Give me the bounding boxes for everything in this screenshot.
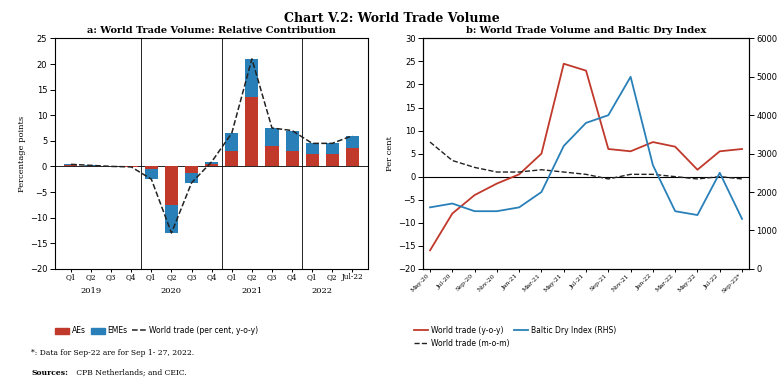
- Bar: [266, 128, 278, 146]
- Bar: [205, 164, 218, 166]
- Title: a: World Trade Volume: Relative Contribution: a: World Trade Volume: Relative Contribu…: [87, 26, 336, 35]
- Bar: [266, 146, 278, 166]
- Bar: [285, 131, 299, 151]
- Bar: [285, 151, 299, 166]
- Text: 2019: 2019: [81, 287, 102, 295]
- Text: CPB Netherlands; and CEIC.: CPB Netherlands; and CEIC.: [74, 369, 187, 377]
- Bar: [64, 164, 78, 166]
- Bar: [306, 143, 319, 154]
- Bar: [125, 166, 138, 167]
- Bar: [145, 166, 158, 169]
- Text: 2021: 2021: [241, 287, 263, 295]
- Bar: [185, 172, 198, 183]
- Bar: [346, 149, 359, 166]
- Text: Sources:: Sources:: [31, 369, 68, 377]
- Bar: [306, 154, 319, 166]
- Bar: [346, 136, 359, 149]
- Text: 2020: 2020: [161, 287, 182, 295]
- Y-axis label: Percentage points: Percentage points: [17, 116, 26, 192]
- Legend: World trade (y-o-y), World trade (m-o-m), Baltic Dry Index (RHS): World trade (y-o-y), World trade (m-o-m)…: [411, 323, 619, 351]
- Bar: [245, 97, 259, 166]
- Bar: [185, 166, 198, 172]
- Title: b: World Trade Volume and Baltic Dry Index: b: World Trade Volume and Baltic Dry Ind…: [466, 26, 706, 35]
- Bar: [145, 169, 158, 179]
- Legend: AEs, EMEs, World trade (per cent, y-o-y): AEs, EMEs, World trade (per cent, y-o-y): [53, 323, 261, 338]
- Text: *: Data for Sep-22 are for Sep 1- 27, 2022.: *: Data for Sep-22 are for Sep 1- 27, 20…: [31, 349, 194, 358]
- Bar: [326, 143, 339, 154]
- Text: 2022: 2022: [312, 287, 332, 295]
- Bar: [225, 133, 238, 151]
- Text: Chart V.2: World Trade Volume: Chart V.2: World Trade Volume: [284, 12, 500, 25]
- Bar: [205, 162, 218, 164]
- Bar: [326, 154, 339, 166]
- Y-axis label: Per cent: Per cent: [386, 136, 394, 171]
- Bar: [165, 205, 178, 233]
- Bar: [245, 59, 259, 97]
- Bar: [165, 166, 178, 205]
- Bar: [225, 151, 238, 166]
